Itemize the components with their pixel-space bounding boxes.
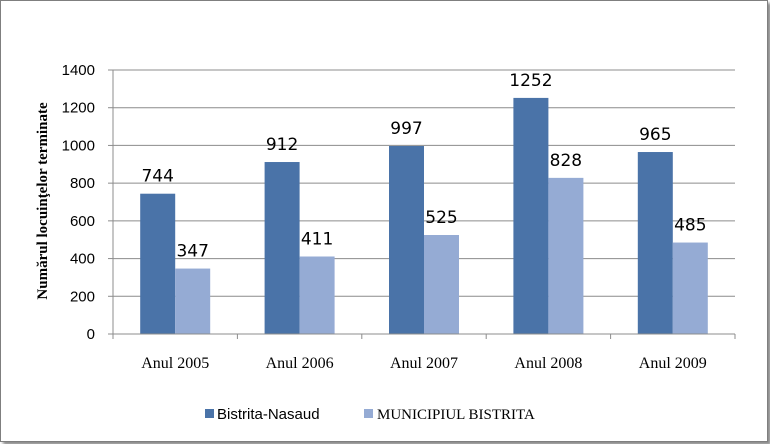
bar-municipiul-bistrita-anul-2008 <box>548 177 584 334</box>
y-tick-label: 0 <box>87 326 95 343</box>
data-label-municipiul-bistrita: 525 <box>425 208 457 228</box>
bar-bistrita-nasaud-anul-2005 <box>140 193 176 334</box>
bar-municipiul-bistrita-anul-2005 <box>175 268 211 334</box>
y-axis-label: Numărul locuinţelor terminate <box>35 102 51 300</box>
y-tick-label: 400 <box>70 251 95 268</box>
data-label-municipiul-bistrita: 485 <box>674 216 706 236</box>
data-label-municipiul-bistrita: 411 <box>301 229 333 249</box>
bar-bistrita-nasaud-anul-2008 <box>513 97 549 334</box>
data-label-bistrita-nasaud: 965 <box>639 125 671 145</box>
bar-bistrita-nasaud-anul-2009 <box>637 152 673 334</box>
bars <box>140 97 708 334</box>
bar-municipiul-bistrita-anul-2006 <box>299 256 335 334</box>
y-tick-label: 200 <box>70 288 95 305</box>
x-category-label: Anul 2008 <box>514 355 582 372</box>
axes <box>108 69 736 339</box>
data-label-bistrita-nasaud: 912 <box>266 135 298 155</box>
legend-swatch-bistrita-nasaud <box>205 409 214 418</box>
legend: Bistrita-Nasaud MUNICIPIUL BISTRITA <box>205 406 535 423</box>
y-tick-label: 1200 <box>62 100 95 117</box>
data-label-bistrita-nasaud: 997 <box>390 119 422 139</box>
y-tick-label: 800 <box>70 175 95 192</box>
x-category-label: Anul 2006 <box>266 355 334 372</box>
y-tick-label: 600 <box>70 213 95 230</box>
bar-bistrita-nasaud-anul-2007 <box>389 145 424 334</box>
labels: 0 200 400 600 800 1000 1200 1400 744 347 Anul 2005… <box>62 62 707 372</box>
legend-label-bistrita-nasaud: Bistrita-Nasaud <box>217 406 320 423</box>
y-tick-label: 1000 <box>62 137 95 154</box>
data-label-municipiul-bistrita: 828 <box>550 151 582 171</box>
data-label-bistrita-nasaud: 1252 <box>509 71 552 91</box>
data-label-bistrita-nasaud: 744 <box>141 167 173 187</box>
legend-label-municipiul-bistrita: MUNICIPIUL BISTRITA <box>377 407 535 423</box>
bar-municipiul-bistrita-anul-2007 <box>424 235 459 334</box>
x-category-label: Anul 2009 <box>639 355 707 372</box>
bar-bistrita-nasaud-anul-2006 <box>264 162 300 334</box>
bar-municipiul-bistrita-anul-2009 <box>672 242 708 334</box>
data-label-municipiul-bistrita: 347 <box>176 242 208 262</box>
x-category-label: Anul 2007 <box>390 355 458 372</box>
legend-swatch-municipiul-bistrita <box>364 409 373 418</box>
x-category-label: Anul 2005 <box>141 355 209 372</box>
y-tick-label: 1400 <box>62 62 95 79</box>
